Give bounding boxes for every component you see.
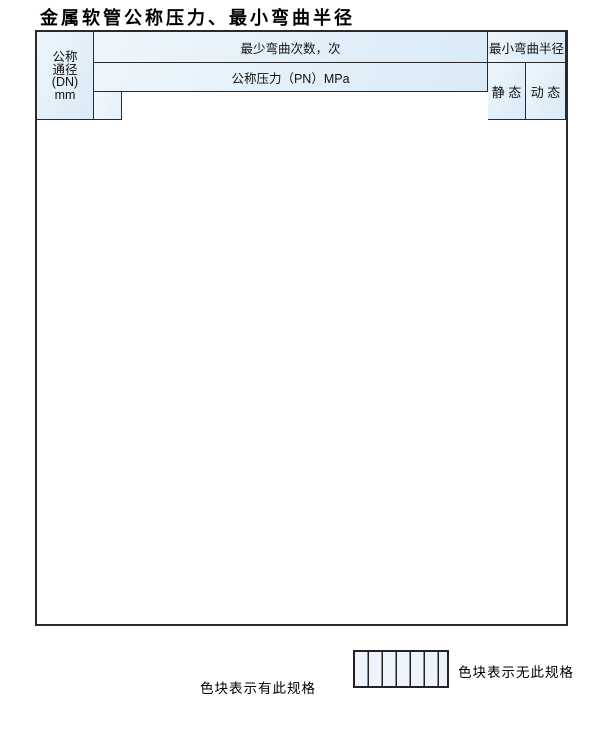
cycles-header: 最少弯曲次数，次: [94, 32, 488, 63]
legend-no-spec-swatch: [353, 650, 449, 688]
legend-no-spec-text: 色块表示无此规格: [458, 665, 574, 680]
dynamic-header: 动 态: [526, 63, 566, 120]
corner-header-line: 通径: [52, 62, 78, 77]
pressure-col-header: [94, 92, 123, 120]
radius-header: 最小弯曲半径: [488, 32, 566, 63]
corner-header-line: (DN): [51, 75, 79, 89]
page-title: 金属软管公称压力、最小弯曲半径: [40, 8, 355, 29]
pressure-header: 公称压力（PN）MPa: [94, 63, 488, 92]
corner-header-line: mm: [54, 87, 76, 102]
corner-header-dn: 公称 通径 (DN) mm: [37, 32, 94, 120]
legend-has-spec-text: 色块表示有此规格: [200, 681, 316, 696]
corner-header-line: 公称: [52, 50, 78, 64]
static-header: 静 态: [488, 63, 526, 120]
spec-table: 公称 通径 (DN) mm 最少弯曲次数，次 最小弯曲半径 公称压力（PN）MPa 静 态动 …: [35, 30, 568, 626]
